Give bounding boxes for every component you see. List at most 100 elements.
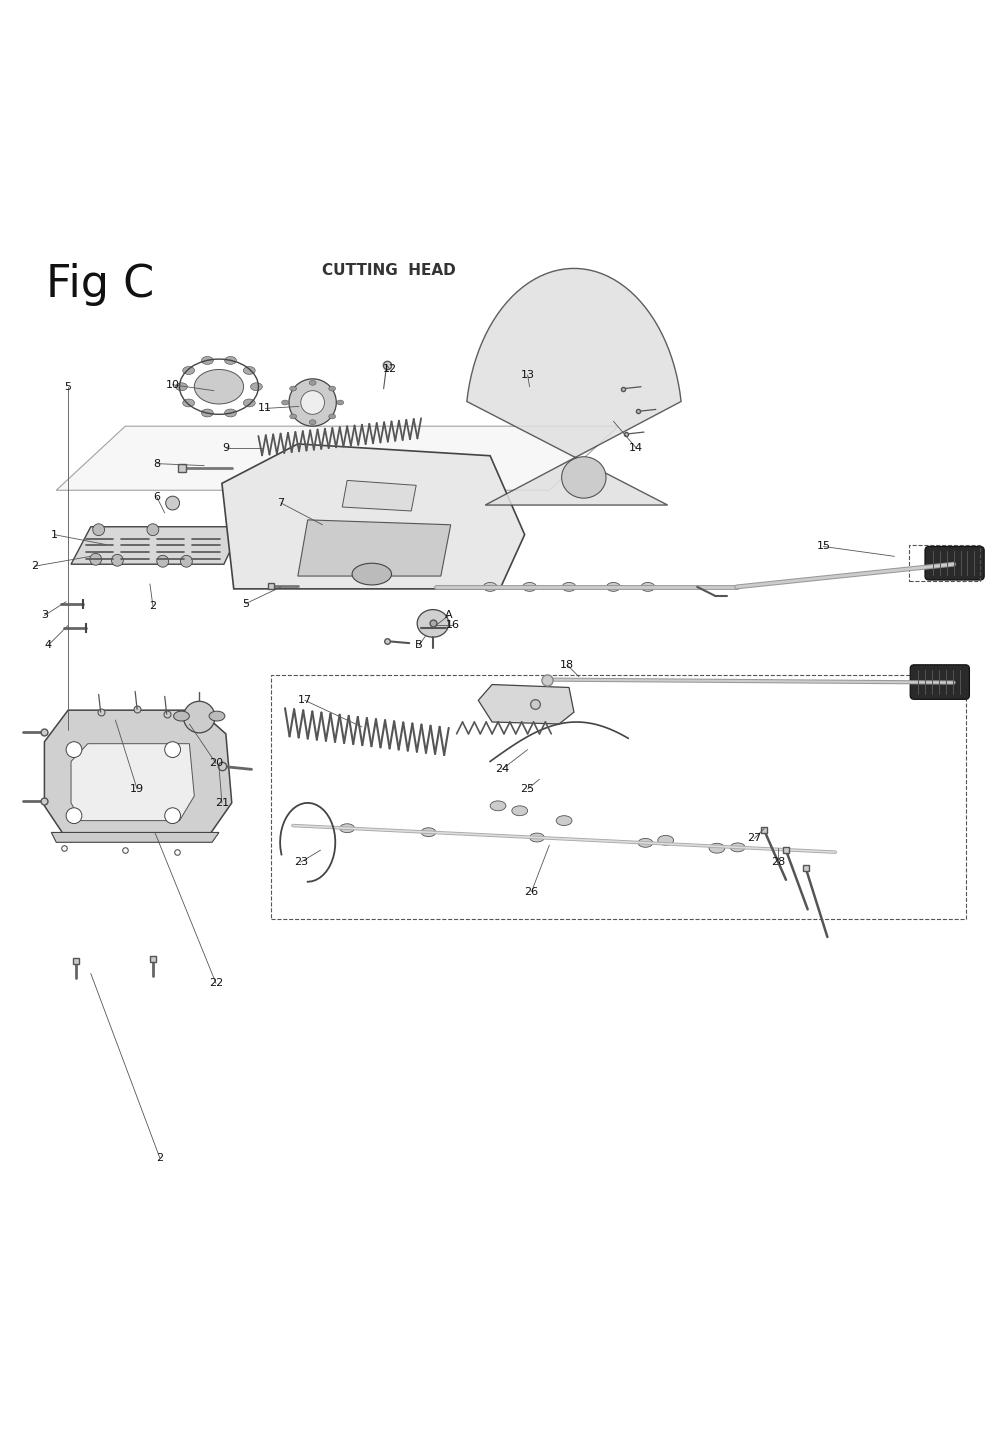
Circle shape — [66, 807, 82, 823]
Text: 12: 12 — [382, 364, 397, 374]
Circle shape — [289, 378, 336, 426]
Text: A: A — [445, 611, 453, 621]
Polygon shape — [56, 426, 618, 491]
Text: 5: 5 — [65, 381, 72, 391]
Polygon shape — [222, 443, 525, 589]
Ellipse shape — [352, 563, 392, 585]
Ellipse shape — [225, 409, 236, 417]
Circle shape — [93, 524, 105, 536]
Text: 19: 19 — [130, 784, 144, 794]
Ellipse shape — [658, 836, 674, 845]
Ellipse shape — [209, 710, 225, 721]
Ellipse shape — [421, 827, 436, 836]
Text: 25: 25 — [521, 784, 535, 794]
Polygon shape — [71, 527, 242, 565]
Ellipse shape — [176, 383, 187, 391]
Ellipse shape — [483, 582, 497, 592]
Ellipse shape — [174, 710, 189, 721]
Ellipse shape — [309, 420, 316, 425]
Ellipse shape — [290, 386, 297, 391]
Ellipse shape — [709, 843, 725, 853]
Ellipse shape — [183, 399, 195, 407]
Text: 2: 2 — [149, 601, 156, 611]
Text: 3: 3 — [41, 611, 48, 621]
Ellipse shape — [523, 582, 536, 592]
Text: 14: 14 — [629, 443, 643, 453]
Polygon shape — [478, 684, 574, 723]
Circle shape — [165, 742, 181, 758]
Ellipse shape — [201, 357, 213, 364]
Polygon shape — [71, 744, 194, 820]
Polygon shape — [298, 520, 451, 576]
Text: 18: 18 — [560, 660, 574, 670]
Ellipse shape — [606, 582, 620, 592]
Text: 26: 26 — [524, 887, 539, 897]
Text: 4: 4 — [45, 640, 52, 650]
Polygon shape — [51, 832, 219, 842]
Polygon shape — [467, 269, 681, 505]
Ellipse shape — [490, 801, 506, 810]
Ellipse shape — [340, 823, 355, 833]
Circle shape — [165, 807, 181, 823]
Text: 22: 22 — [209, 979, 223, 988]
Circle shape — [66, 742, 82, 758]
Ellipse shape — [194, 370, 244, 404]
FancyBboxPatch shape — [910, 664, 969, 699]
Text: 5: 5 — [242, 599, 249, 609]
Circle shape — [180, 556, 192, 567]
Text: 24: 24 — [495, 764, 509, 774]
Ellipse shape — [329, 414, 336, 419]
Ellipse shape — [556, 816, 572, 826]
Text: 16: 16 — [446, 621, 460, 631]
Text: CUTTING  HEAD: CUTTING HEAD — [322, 263, 456, 279]
Ellipse shape — [329, 386, 336, 391]
Ellipse shape — [530, 833, 544, 842]
Ellipse shape — [641, 582, 655, 592]
Text: 1: 1 — [51, 530, 58, 540]
Ellipse shape — [309, 380, 316, 386]
Ellipse shape — [251, 383, 262, 391]
Text: 2: 2 — [31, 562, 38, 572]
Text: 28: 28 — [771, 858, 785, 866]
Text: 9: 9 — [222, 443, 229, 453]
Text: 6: 6 — [153, 492, 160, 503]
Circle shape — [90, 553, 102, 565]
Text: 23: 23 — [294, 858, 308, 866]
Ellipse shape — [638, 839, 653, 848]
Circle shape — [166, 497, 180, 510]
Circle shape — [147, 524, 159, 536]
Text: 7: 7 — [278, 498, 285, 508]
Ellipse shape — [243, 399, 255, 407]
Text: 13: 13 — [521, 370, 535, 380]
Text: 8: 8 — [153, 459, 160, 469]
Text: 21: 21 — [215, 799, 229, 807]
Text: B: B — [415, 640, 423, 650]
Ellipse shape — [562, 582, 576, 592]
Text: Fig C: Fig C — [46, 263, 155, 306]
Text: 17: 17 — [298, 696, 312, 705]
Ellipse shape — [243, 367, 255, 374]
Polygon shape — [44, 710, 232, 836]
Ellipse shape — [225, 357, 236, 364]
Text: 2: 2 — [156, 1152, 163, 1162]
Circle shape — [301, 391, 324, 414]
FancyBboxPatch shape — [925, 546, 984, 580]
Ellipse shape — [417, 609, 449, 637]
Bar — [909, 546, 980, 580]
Ellipse shape — [730, 843, 745, 852]
Text: 20: 20 — [209, 758, 223, 768]
Ellipse shape — [512, 806, 528, 816]
Ellipse shape — [282, 400, 288, 404]
Ellipse shape — [337, 400, 344, 404]
Ellipse shape — [290, 414, 297, 419]
Polygon shape — [342, 481, 416, 511]
Text: 27: 27 — [747, 833, 762, 843]
Ellipse shape — [562, 456, 606, 498]
Text: 11: 11 — [258, 403, 272, 413]
Circle shape — [157, 556, 169, 567]
Ellipse shape — [201, 409, 213, 417]
Bar — [271, 674, 966, 920]
Text: 10: 10 — [166, 380, 180, 390]
Circle shape — [183, 702, 215, 734]
Circle shape — [111, 554, 123, 566]
